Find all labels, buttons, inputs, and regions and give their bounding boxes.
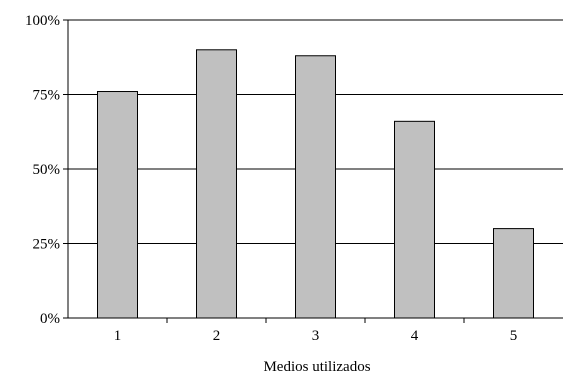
y-tick-labels: 0% 25% 50% 75% 100%: [25, 13, 60, 327]
y-tick-label-75: 75%: [33, 88, 61, 104]
x-tick-labels: 1 2 3 4 5: [114, 328, 518, 344]
y-tick-label-25: 25%: [33, 237, 61, 253]
axes: [63, 19, 563, 323]
x-tick-label-1: 1: [114, 328, 122, 344]
x-tick-label-4: 4: [411, 328, 419, 344]
bar-5: [493, 228, 534, 319]
bar-2: [196, 49, 237, 319]
bar-3: [295, 55, 336, 319]
x-tick-label-2: 2: [213, 328, 221, 344]
x-tick-label-3: 3: [312, 328, 320, 344]
bar-4: [394, 120, 435, 319]
bars: [97, 49, 534, 319]
bar-1: [97, 91, 138, 319]
x-axis-label: Medios utilizados: [263, 359, 370, 375]
y-tick-label-100: 100%: [25, 13, 60, 29]
y-tick-label-50: 50%: [33, 162, 61, 178]
x-tick-label-5: 5: [510, 328, 518, 344]
y-tick-label-0: 0%: [40, 311, 60, 327]
